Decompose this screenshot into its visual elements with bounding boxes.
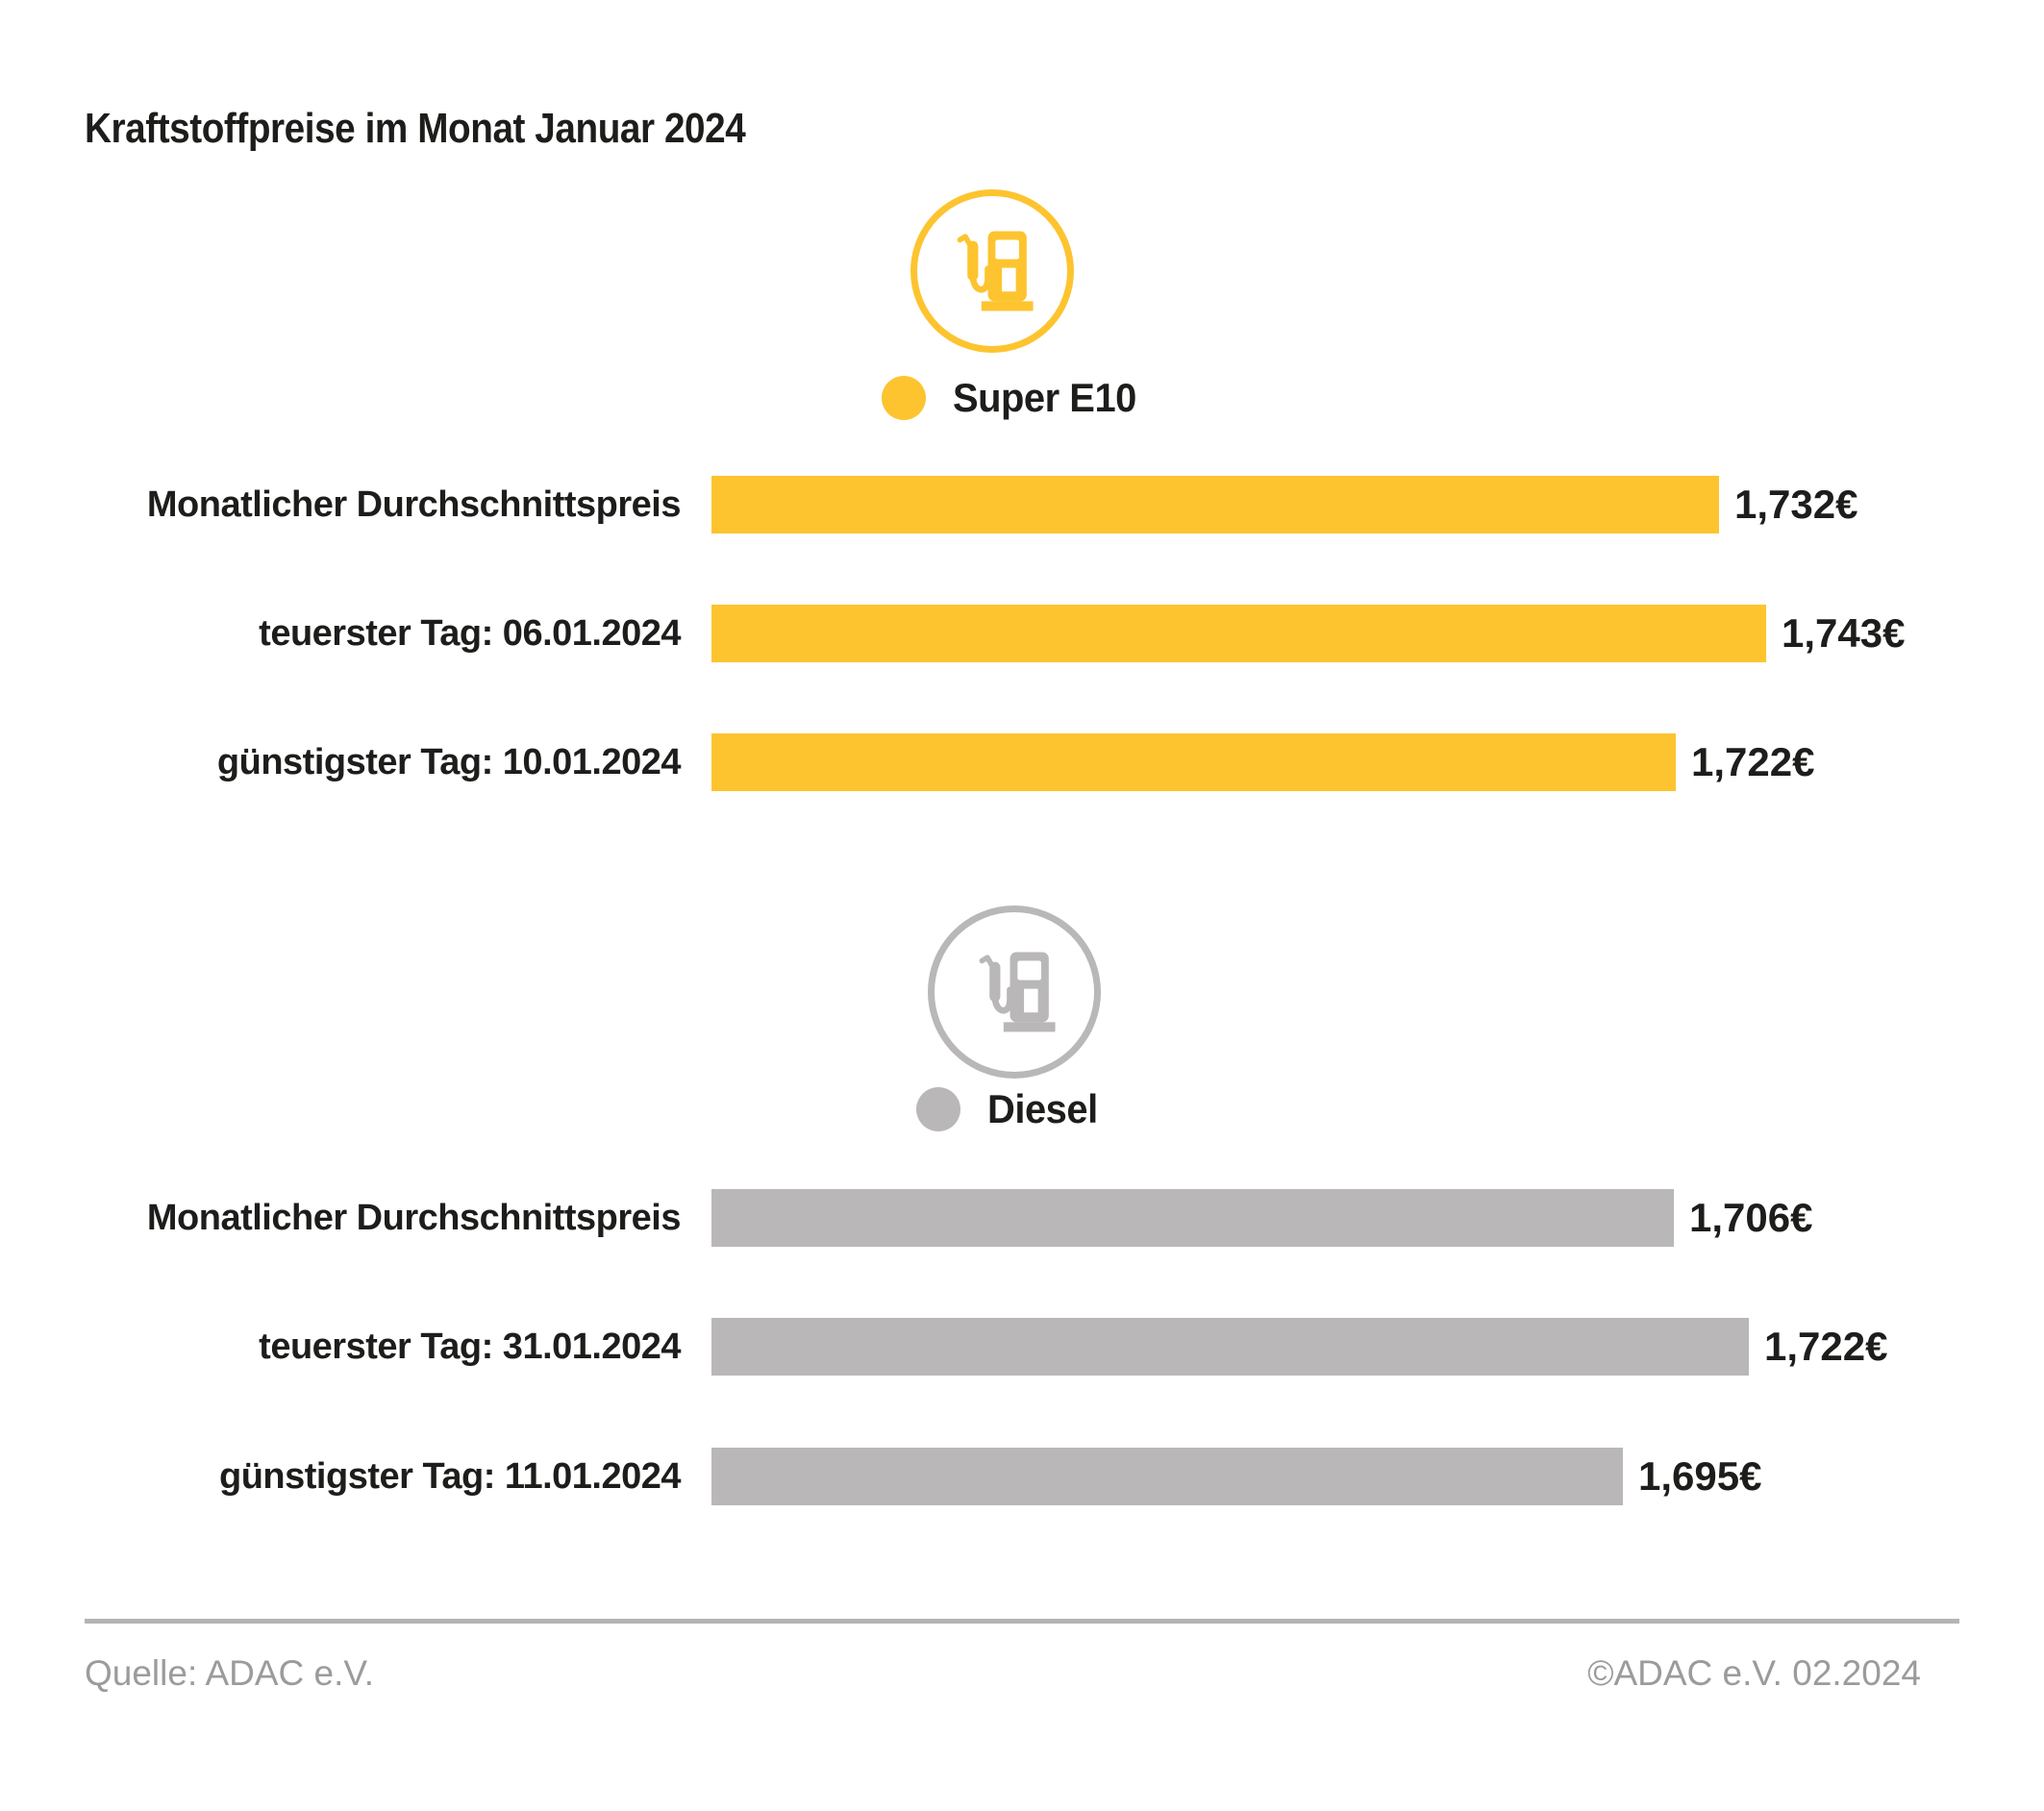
copyright-note: ©ADAC e.V. 02.2024 (1587, 1653, 1921, 1693)
bar (711, 733, 1676, 791)
bar-value: 1,722€ (1764, 1324, 1888, 1369)
legend-diesel: Diesel (916, 1086, 1104, 1132)
fuel-pump-icon (910, 189, 1074, 353)
bar-category-label: teuerster Tag: 06.01.2024 (259, 612, 681, 654)
bar-row: Monatlicher Durchschnittspreis 1,706€ (0, 1189, 2044, 1247)
bar-row: teuerster Tag: 31.01.2024 1,722€ (0, 1318, 2044, 1376)
bar-category-label: günstigster Tag: 10.01.2024 (216, 741, 682, 782)
bar (711, 1318, 1749, 1376)
bar-value: 1,722€ (1691, 739, 1815, 784)
bar-row: Monatlicher Durchschnittspreis 1,732€ (0, 476, 2044, 533)
page-title: Kraftstoffpreise im Monat Januar 2024 (85, 105, 746, 153)
bar-value: 1,732€ (1734, 482, 1858, 527)
bar-row: günstigster Tag: 11.01.2024 1,695€ (0, 1448, 2044, 1505)
bar-row: teuerster Tag: 06.01.2024 1,743€ (0, 605, 2044, 662)
footer-divider (85, 1619, 1959, 1624)
bar-category-label: Monatlicher Durchschnittspreis (146, 484, 682, 525)
bar (711, 605, 1766, 662)
legend-super-e10: Super E10 (882, 375, 1146, 421)
bar-value: 1,743€ (1782, 610, 1906, 656)
legend-dot (882, 376, 926, 420)
fuel-pump-icon (928, 906, 1101, 1079)
bar-row: günstigster Tag: 10.01.2024 1,722€ (0, 733, 2044, 791)
legend-label: Super E10 (953, 375, 1136, 420)
bar-value: 1,695€ (1638, 1453, 1762, 1499)
bar-value: 1,706€ (1689, 1195, 1813, 1240)
bar-category-label: Monatlicher Durchschnittspreis (146, 1197, 682, 1238)
legend-label: Diesel (987, 1086, 1098, 1131)
source-note: Quelle: ADAC e.V. (85, 1653, 374, 1693)
bar-category-label: teuerster Tag: 31.01.2024 (259, 1326, 681, 1367)
bar (711, 1189, 1674, 1247)
bar-category-label: günstigster Tag: 11.01.2024 (219, 1455, 682, 1497)
bar (711, 1448, 1623, 1505)
bar (711, 476, 1719, 533)
legend-dot (916, 1087, 960, 1131)
